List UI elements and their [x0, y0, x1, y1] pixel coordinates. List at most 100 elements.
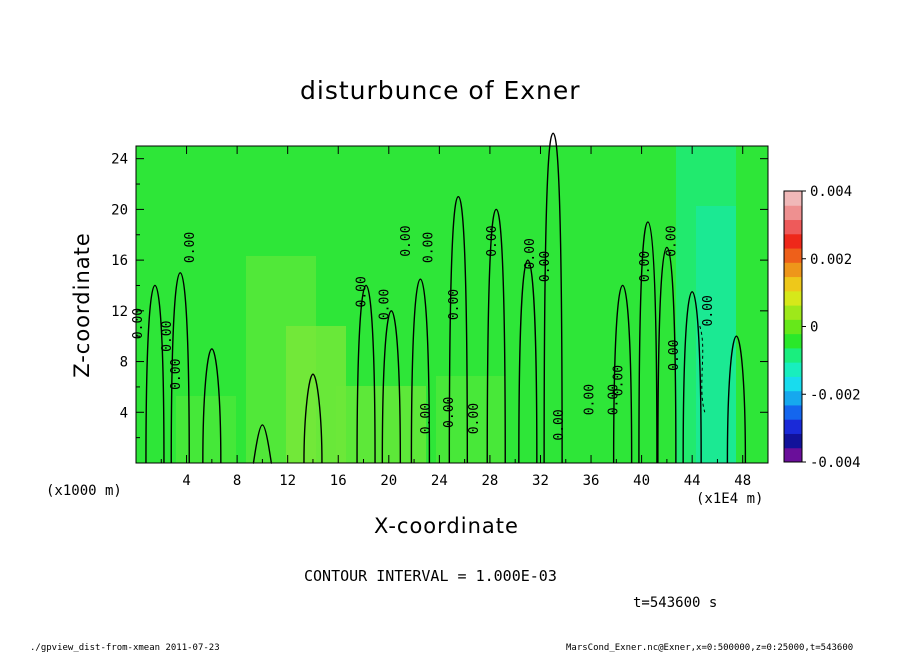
- contour-line: [612, 284, 633, 464]
- contour-line: [726, 335, 747, 464]
- colorbar-swatch: [784, 262, 802, 278]
- contour-label: 0.00: [419, 403, 434, 434]
- contour-interval-note: CONTOUR INTERVAL = 1.000E-03: [304, 567, 557, 585]
- footer-left: ./gpview_dist-from-xmean 2011-07-23: [30, 643, 220, 653]
- contour-label: 0.00: [447, 289, 462, 320]
- colorbar-swatch: [784, 447, 802, 463]
- colorbar-swatch: [784, 347, 802, 363]
- colorbar-swatch: [784, 433, 802, 449]
- colorbar-tick-label: 0.004: [810, 184, 852, 200]
- contour-line: [410, 278, 431, 464]
- colorbar-tick-label: 0.002: [810, 252, 852, 268]
- contour-line: [543, 132, 563, 464]
- contour-label: 0.00: [160, 321, 175, 352]
- colorbar-swatch: [784, 290, 802, 306]
- contour-label: 0.00: [606, 384, 621, 415]
- colorbar-swatch: [784, 419, 802, 434]
- colorbar-swatch: [784, 276, 802, 292]
- contour-line: [303, 373, 323, 464]
- colorbar-tick-label: -0.002: [810, 387, 861, 403]
- y-tick-label: 4: [120, 405, 128, 421]
- x-tick-label: 44: [684, 473, 701, 489]
- contour-line: [682, 291, 702, 464]
- contour-labels: 0.00 0.000.000.000.00 0.000.00 0.000.000.00…: [131, 225, 716, 440]
- contour-line: [486, 208, 506, 464]
- colorbar-swatch: [784, 390, 802, 406]
- x-tick-label: 32: [532, 473, 549, 489]
- plot-field: [136, 146, 768, 463]
- contour-line: [448, 196, 469, 464]
- colorbar-swatch: [784, 319, 802, 335]
- contour-label: 0.00: [552, 409, 567, 440]
- contour-label: 0.00: [467, 403, 482, 434]
- contour-line: [657, 246, 677, 464]
- contour-label: 0.00: [169, 359, 184, 390]
- colorbar-swatch: [784, 205, 802, 221]
- contour-label: 0.00: [611, 365, 626, 396]
- colorbar-swatch: [784, 362, 802, 377]
- contour-label: 0.00: [638, 251, 653, 282]
- y-tick-label: 8: [120, 355, 128, 371]
- contour-line: [356, 284, 376, 464]
- contour-line-negative: [699, 325, 706, 413]
- colorbar-swatch: [784, 376, 802, 392]
- footer-right: MarsCond_Exner.nc@Exner,x=0:500000,z=0:2…: [566, 643, 854, 653]
- x-tick-label: 20: [380, 473, 397, 489]
- x-tick-label: 36: [583, 473, 600, 489]
- x-tick-label: 48: [734, 473, 751, 489]
- colorbar-swatch: [784, 404, 802, 420]
- chart-title: disturbunce of Exner: [300, 76, 581, 105]
- contour-line: [638, 221, 658, 464]
- contour-label: 0.00: [183, 232, 198, 263]
- contour-label: 0.00: [664, 225, 679, 256]
- contour-label: 0.00: [442, 397, 457, 428]
- colorbar-swatch: [784, 233, 802, 249]
- contour-line: [170, 272, 190, 464]
- x-tick-label: 12: [279, 473, 296, 489]
- contour-line: [202, 348, 222, 464]
- contour-label: 0.00: [582, 384, 597, 415]
- contour-lines: [145, 132, 747, 464]
- contour-label: 0.00: [667, 340, 682, 371]
- colorbar-swatch: [784, 333, 802, 349]
- contour-label: 0.00: [378, 289, 393, 320]
- x-tick-label: 28: [481, 473, 498, 489]
- contour-label: 0.00: [399, 225, 414, 256]
- contour-line: [518, 259, 538, 464]
- x-tick-label: 16: [330, 473, 347, 489]
- x-axis-label: X-coordinate: [374, 514, 519, 538]
- field-patch: [176, 396, 236, 463]
- y-tick-label: 24: [111, 152, 128, 168]
- field-patch: [696, 206, 736, 463]
- time-stamp: t=543600 s: [633, 595, 718, 611]
- contour-label: 0.00: [131, 308, 146, 339]
- colorbar-swatch: [784, 305, 802, 320]
- x-unit-note: (x1000 m): [46, 483, 122, 499]
- x-unit-note-right: (x1E4 m): [696, 491, 764, 507]
- contour-label: 0.00: [485, 225, 500, 256]
- contour-label: 0.00: [701, 295, 716, 326]
- x-tick-label: 8: [233, 473, 241, 489]
- contour-label: 0.00: [355, 276, 370, 307]
- contour-label: 0.00: [523, 238, 538, 269]
- colorbar-swatch: [784, 191, 802, 206]
- contour-label: 0.00: [422, 232, 437, 263]
- field-patch: [436, 376, 506, 463]
- y-axis: 4 8 12 16 20 24: [111, 152, 768, 439]
- colorbar-swatch: [784, 219, 802, 235]
- colorbar-swatch: [784, 248, 802, 263]
- colorbar-tick-label: 0: [810, 320, 818, 336]
- contour-label: 0.00: [538, 251, 553, 282]
- x-tick-label: 40: [633, 473, 650, 489]
- y-tick-label: 16: [111, 253, 128, 269]
- colorbar: 0.004 0.002 0 -0.002 -0.004: [783, 184, 861, 471]
- x-tick-label: 24: [431, 473, 448, 489]
- y-tick-label: 20: [111, 202, 128, 218]
- contour-line: [145, 284, 165, 464]
- plot-frame: [135, 145, 769, 464]
- contour-line: [381, 310, 402, 464]
- x-tick-label: 4: [182, 473, 190, 489]
- x-axis: 4 8 12 16 20 24 28 32 36 40 44 48: [160, 146, 751, 489]
- colorbar-tick-label: -0.004: [810, 455, 861, 471]
